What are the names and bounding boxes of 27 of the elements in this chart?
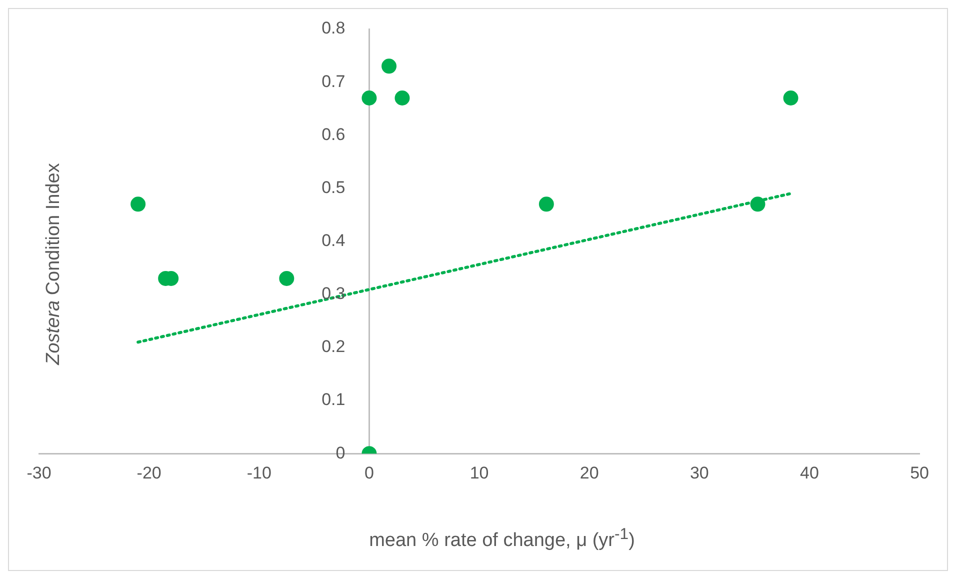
x-tick-label: -30	[26, 463, 52, 482]
x-tick-label: 10	[470, 463, 489, 482]
x-tick-label: 30	[690, 463, 709, 482]
y-tick-label: 0.6	[322, 124, 346, 144]
y-tick-label: 0.4	[322, 230, 346, 250]
point	[279, 270, 294, 286]
x-tick-label: 0	[364, 463, 374, 482]
y-tick-label: 0.1	[322, 390, 346, 410]
y-axis-title: Zostera Condition Index	[43, 163, 65, 365]
point	[362, 90, 377, 106]
x-tick-label: -10	[246, 463, 272, 482]
point	[394, 90, 410, 106]
y-tick-label: 0.5	[322, 178, 346, 197]
x-tick-label: 40	[800, 463, 819, 482]
y-tick-label: 0.7	[322, 72, 346, 91]
x-tick-label: 50	[910, 463, 930, 482]
point	[538, 196, 554, 212]
x-tick-label: 20	[580, 463, 599, 482]
x-tick-label: -20	[136, 463, 162, 482]
point	[750, 196, 766, 212]
x-axis-title: mean % rate of change, μ (yr$^{-1}$)	[369, 526, 635, 552]
point	[382, 58, 397, 74]
y-tick-label: 0	[336, 443, 346, 462]
point	[130, 196, 146, 212]
y-tick-label: 0.8	[322, 18, 346, 38]
point	[783, 90, 798, 106]
y-tick-label: 0.2	[322, 337, 346, 356]
